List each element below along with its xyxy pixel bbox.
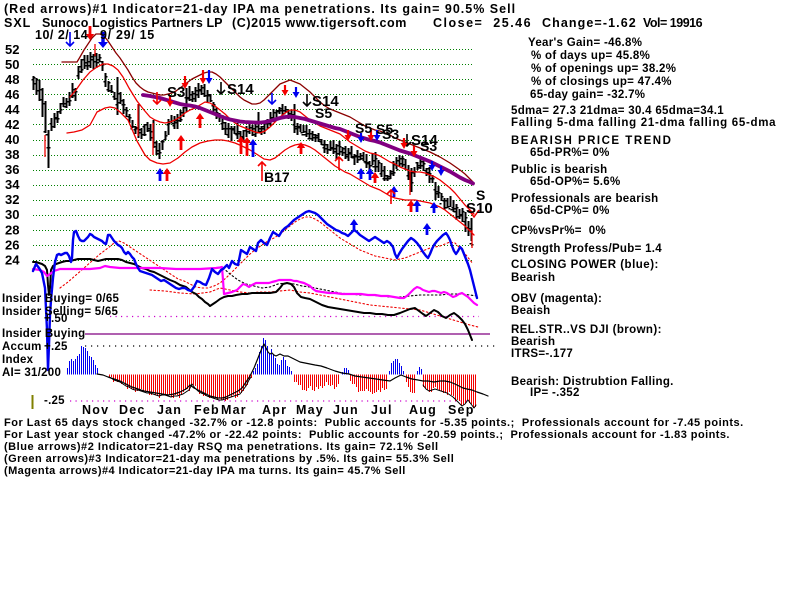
svg-text:S3: S3 bbox=[382, 126, 399, 142]
svg-text:Professionals are bearish: Professionals are bearish bbox=[511, 193, 658, 205]
svg-text:BEARISH PRICE TREND: BEARISH PRICE TREND bbox=[511, 135, 672, 147]
svg-text:% of days up= 45.8%: % of days up= 45.8% bbox=[531, 50, 650, 62]
svg-text:Insider Selling= 5/65: Insider Selling= 5/65 bbox=[2, 306, 118, 318]
svg-text:Insider Buying= 0/65: Insider Buying= 0/65 bbox=[2, 293, 120, 305]
svg-text:Jan: Jan bbox=[157, 403, 182, 417]
svg-text:9/ 29/ 15: 9/ 29/ 15 bbox=[100, 28, 155, 42]
svg-text:(C)2015 www.tigersoft.com: (C)2015 www.tigersoft.com bbox=[232, 16, 407, 30]
svg-text:65d-CP%= 0%: 65d-CP%= 0% bbox=[530, 205, 610, 217]
svg-text:S5: S5 bbox=[376, 121, 393, 137]
svg-text:26: 26 bbox=[5, 237, 19, 252]
svg-text:24: 24 bbox=[5, 252, 20, 267]
svg-text:Jul: Jul bbox=[371, 403, 393, 417]
svg-text:REL.STR..VS DJI (brown):: REL.STR..VS DJI (brown): bbox=[511, 324, 662, 336]
svg-text:For Last 65 days stock changed: For Last 65 days stock changed -32.7% or… bbox=[4, 417, 744, 429]
svg-text:S3: S3 bbox=[167, 84, 185, 101]
svg-text:Sunoco Logistics Partners LP: Sunoco Logistics Partners LP bbox=[42, 16, 223, 30]
svg-text:S: S bbox=[476, 187, 485, 203]
svg-text:+.25: +.25 bbox=[44, 341, 68, 353]
svg-text:AI= 31/200: AI= 31/200 bbox=[2, 367, 61, 379]
svg-text:Close= 25.46: Close= 25.46 bbox=[433, 16, 532, 30]
svg-text:May: May bbox=[296, 403, 324, 417]
svg-text:ITRS=-.177: ITRS=-.177 bbox=[511, 348, 573, 360]
svg-text:S5: S5 bbox=[355, 120, 372, 136]
svg-text:(Red arrows)#1 Indicator=21-da: (Red arrows)#1 Indicator=21-day IPA ma p… bbox=[4, 2, 516, 16]
svg-text:Strength Profess/Pub= 1.4: Strength Profess/Pub= 1.4 bbox=[511, 243, 662, 255]
svg-text:IP= -.352: IP= -.352 bbox=[530, 387, 580, 399]
svg-text:% of closings up= 47.4%: % of closings up= 47.4% bbox=[531, 76, 672, 88]
svg-text:50: 50 bbox=[5, 57, 19, 72]
svg-text:+.50: +.50 bbox=[44, 313, 68, 325]
svg-text:Mar: Mar bbox=[221, 403, 247, 417]
svg-text:Insider Buying: Insider Buying bbox=[2, 328, 85, 340]
svg-text:Sep: Sep bbox=[448, 403, 475, 417]
svg-text:S14: S14 bbox=[411, 132, 438, 149]
svg-text:S14: S14 bbox=[227, 81, 254, 98]
svg-text:10/ 2/ 14: 10/ 2/ 14 bbox=[35, 28, 88, 42]
svg-text:36: 36 bbox=[5, 162, 19, 177]
svg-text:Public is bearish: Public is bearish bbox=[511, 164, 608, 176]
svg-text:-.25: -.25 bbox=[44, 395, 65, 407]
svg-text:34: 34 bbox=[5, 177, 20, 192]
svg-text:38: 38 bbox=[5, 147, 19, 162]
svg-text:Beaish: Beaish bbox=[511, 305, 551, 317]
svg-text:S3: S3 bbox=[420, 138, 437, 154]
svg-text:CP%vsPr%= 0%: CP%vsPr%= 0% bbox=[511, 225, 606, 237]
svg-text:28: 28 bbox=[5, 222, 19, 237]
svg-text:S14: S14 bbox=[312, 93, 339, 110]
svg-text:Feb: Feb bbox=[194, 403, 220, 417]
svg-text:Vol= 19916: Vol= 19916 bbox=[643, 16, 703, 30]
svg-text:46: 46 bbox=[5, 87, 19, 102]
svg-text:B17: B17 bbox=[264, 169, 290, 185]
svg-text:65d-PR%= 0%: 65d-PR%= 0% bbox=[530, 147, 610, 159]
svg-text:For Last year stock changed -4: For Last year stock changed -47.2% or -2… bbox=[4, 429, 730, 441]
svg-text:% of openings up= 38.2%: % of openings up= 38.2% bbox=[531, 63, 676, 75]
svg-text:Index: Index bbox=[2, 354, 34, 366]
svg-text:Year's Gain= -46.8%: Year's Gain= -46.8% bbox=[528, 37, 642, 49]
svg-text:S5: S5 bbox=[315, 105, 332, 121]
svg-text:Nov: Nov bbox=[82, 403, 109, 417]
svg-text:OBV (magenta):: OBV (magenta): bbox=[511, 293, 602, 305]
svg-text:Jun: Jun bbox=[333, 403, 359, 417]
svg-text:(Green arrows)#3 Indicator=21-: (Green arrows)#3 Indicator=21-day ma pen… bbox=[4, 453, 454, 465]
svg-text:65d-OP%= 5.6%: 65d-OP%= 5.6% bbox=[530, 176, 621, 188]
svg-text:30: 30 bbox=[5, 207, 19, 222]
svg-text:Aug: Aug bbox=[409, 403, 437, 417]
svg-text:Apr: Apr bbox=[262, 403, 287, 417]
svg-text:Bearish: Bearish bbox=[511, 272, 555, 284]
svg-text:32: 32 bbox=[5, 192, 19, 207]
svg-text:S10: S10 bbox=[466, 200, 493, 217]
svg-text:(Blue arrows)#2 Indicator=21-d: (Blue arrows)#2 Indicator=21-day RSQ ma … bbox=[4, 441, 439, 453]
svg-text:40: 40 bbox=[5, 132, 19, 147]
svg-text:Accum: Accum bbox=[2, 341, 42, 353]
svg-text:Falling 5-dma falling 21-dma f: Falling 5-dma falling 21-dma falling 65-… bbox=[511, 117, 776, 129]
svg-text:5dma= 27.3 21dma= 30.4 65dma=3: 5dma= 27.3 21dma= 30.4 65dma=34.1 bbox=[511, 105, 724, 117]
svg-text:Change=-1.62: Change=-1.62 bbox=[542, 16, 637, 30]
svg-text:SXL: SXL bbox=[4, 16, 31, 30]
svg-text:Bearish: Distrubtion Falling.: Bearish: Distrubtion Falling. bbox=[511, 376, 674, 388]
svg-text:65-day gain= -32.7%: 65-day gain= -32.7% bbox=[530, 89, 645, 101]
svg-text:48: 48 bbox=[5, 72, 19, 87]
svg-text:Dec: Dec bbox=[119, 403, 146, 417]
svg-text:52: 52 bbox=[5, 42, 19, 57]
svg-text:42: 42 bbox=[5, 117, 19, 132]
svg-text:44: 44 bbox=[5, 102, 20, 117]
svg-text:(Magenta arrows)#4 Indicator=2: (Magenta arrows)#4 Indicator=21-day IPA … bbox=[4, 465, 406, 477]
svg-text:CLOSING POWER (blue):: CLOSING POWER (blue): bbox=[511, 259, 659, 271]
svg-text:Bearish: Bearish bbox=[511, 336, 555, 348]
